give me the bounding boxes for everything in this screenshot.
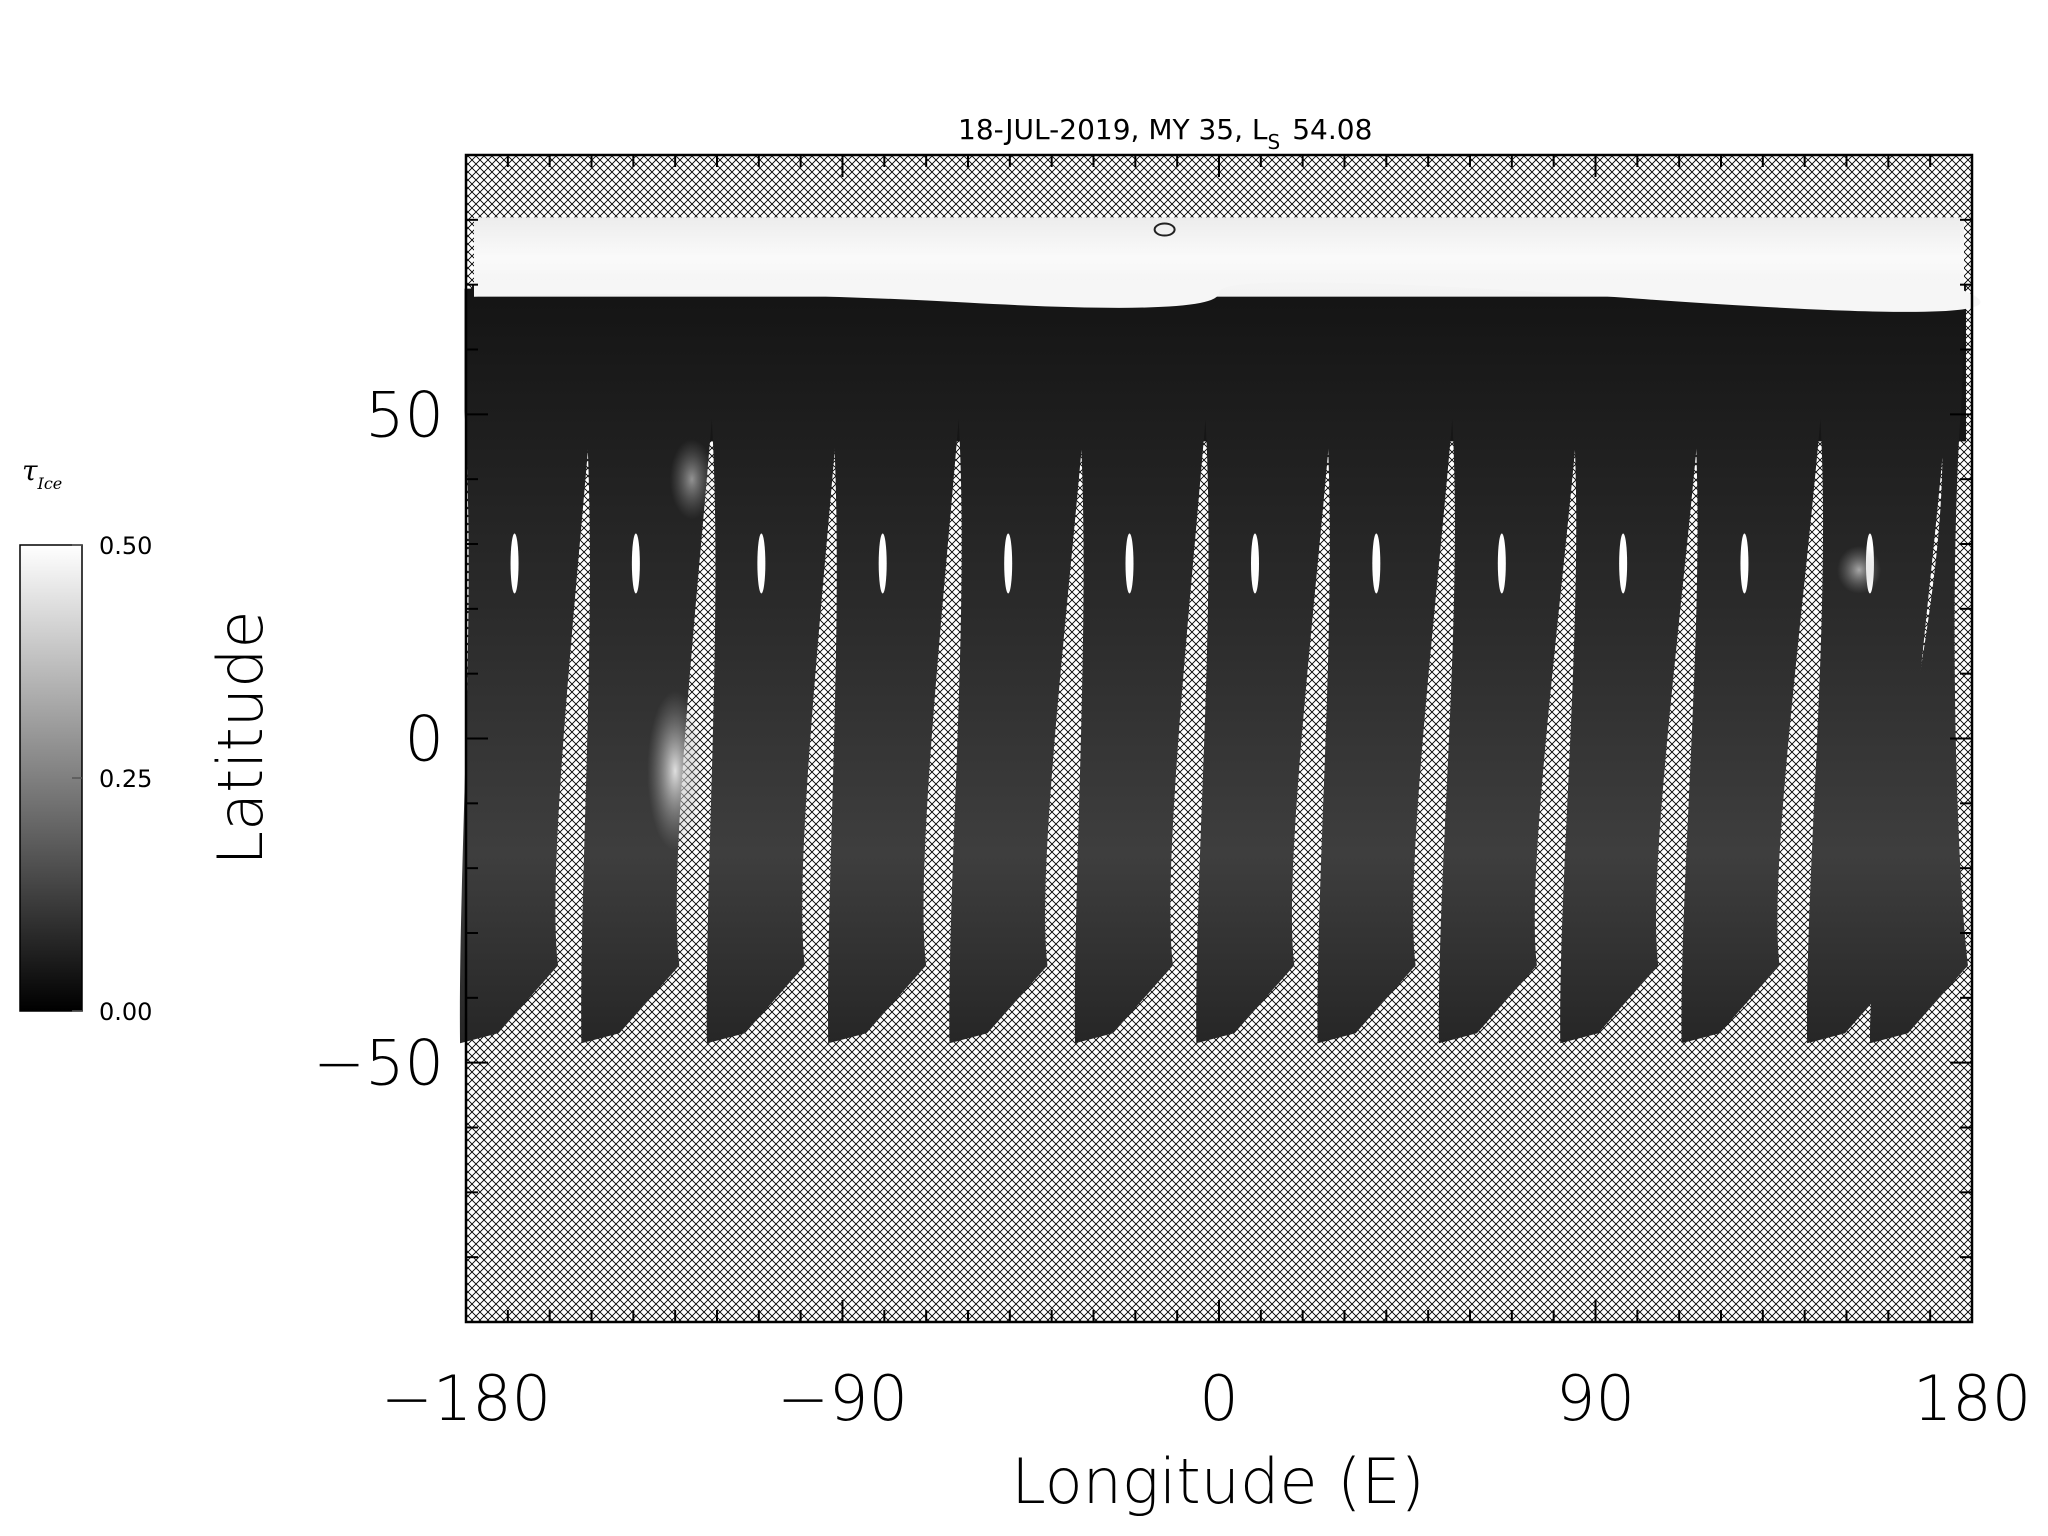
cloud-feature — [669, 439, 714, 520]
ice-cap-edge — [474, 280, 1981, 312]
swath — [1806, 288, 1950, 1044]
title-value: 54.08 — [1292, 113, 1372, 146]
colorbar-label-subscript: Ice — [37, 474, 63, 493]
swath-gap — [510, 533, 519, 594]
y-tick-label: 50 — [365, 378, 444, 451]
swath-gap — [1125, 533, 1134, 594]
swath — [1681, 288, 1825, 1044]
chart-title: 18-JUL-2019, MY 35, LS 54.08 — [958, 113, 1372, 154]
tick-marks — [465, 154, 1973, 1323]
polar-cap — [474, 217, 1981, 312]
crater-marker — [1153, 222, 1176, 237]
swath — [459, 288, 595, 1044]
swath-gap — [1497, 533, 1506, 594]
colorbar: τIce 0.50 0.25 0.00 — [19, 454, 152, 1026]
colorbar-tick-label: 0.50 — [99, 532, 152, 560]
x-tick-label: 0 — [1199, 1362, 1238, 1435]
swath-gap — [1004, 533, 1013, 594]
colorbar-gradient — [19, 544, 83, 1012]
swath-gap — [1251, 533, 1259, 594]
x-tick-labels: −180 −90 0 90 180 — [381, 1362, 2031, 1435]
swath-gap — [878, 533, 887, 594]
colorbar-tick-label: 0.25 — [99, 765, 152, 793]
swath-gap — [631, 533, 640, 594]
y-tick-label: −50 — [313, 1027, 444, 1100]
swath — [1869, 288, 1968, 1044]
colorbar-tick-label: 0.00 — [99, 998, 152, 1026]
swath-gap — [1987, 533, 1996, 594]
cloud-feature — [1837, 545, 1882, 594]
swath-gap — [1372, 533, 1381, 594]
colorbar-label: τIce — [22, 454, 62, 493]
x-tick-label: −90 — [777, 1362, 908, 1435]
title-subscript: S — [1268, 130, 1281, 154]
swath — [1074, 288, 1210, 1044]
y-tick-label: 0 — [405, 703, 444, 776]
swath — [1317, 288, 1457, 1044]
swath — [1196, 288, 1335, 1044]
x-tick-label: 180 — [1913, 1362, 2031, 1435]
swath — [1438, 288, 1582, 1044]
y-tick-labels: 50 0 −50 — [313, 378, 444, 1099]
swath — [706, 288, 842, 1044]
colorbar-ticks: 0.50 0.25 0.00 — [72, 532, 152, 1026]
swath-gap — [757, 533, 766, 594]
x-tick-label: 90 — [1556, 1362, 1635, 1435]
swath — [949, 288, 1089, 1044]
swath-gap — [1619, 533, 1628, 594]
swath — [828, 288, 963, 1044]
y-axis-label: Latitude — [204, 610, 277, 865]
x-axis-label: Longitude (E) — [1011, 1445, 1424, 1518]
x-tick-label: −180 — [381, 1362, 551, 1435]
cloud-feature — [647, 690, 704, 851]
swath-gap — [1740, 533, 1749, 594]
plot-area — [459, 153, 1996, 1324]
swath-layer — [459, 284, 1996, 1044]
swath — [1560, 288, 1704, 1044]
